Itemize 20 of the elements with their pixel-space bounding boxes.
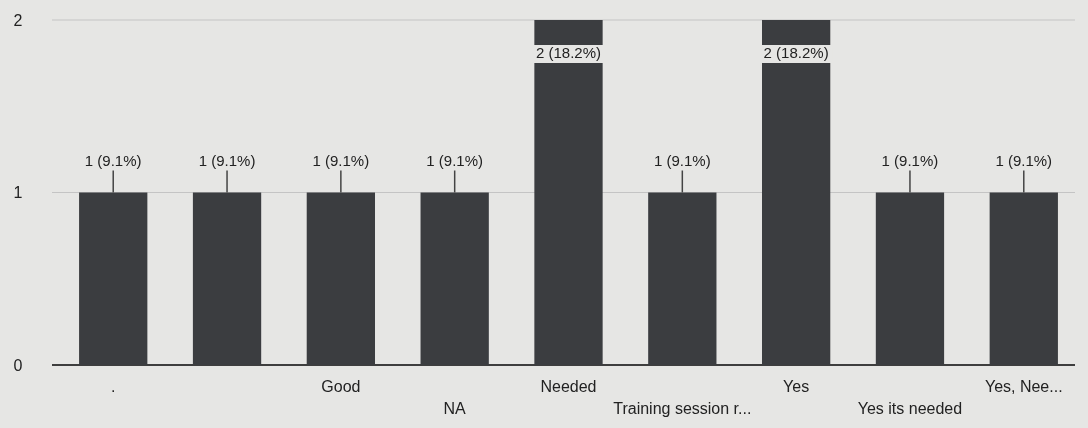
y-tick-label: 2	[13, 11, 23, 29]
x-tick-label: Yes, Nee...	[984, 378, 1063, 395]
x-tick-label: Good	[321, 378, 361, 395]
data-label: 1 (9.1%)	[881, 151, 939, 169]
x-tick-label: Training session r...	[613, 400, 752, 417]
data-label: 2 (18.2%)	[763, 44, 829, 61]
data-label: 1 (9.1%)	[84, 151, 142, 169]
data-label: 1 (9.1%)	[312, 151, 370, 169]
x-tick-label: NA	[443, 400, 467, 417]
data-label: 2 (18.2%)	[535, 44, 602, 61]
data-label: 1 (9.1%)	[653, 151, 711, 169]
x-tick-label: Needed	[540, 378, 597, 395]
y-tick-label: 1	[13, 184, 23, 202]
data-label: 1 (9.1%)	[995, 151, 1053, 169]
y-tick-label: 0	[13, 356, 23, 374]
data-label: 1 (9.1%)	[426, 151, 484, 169]
x-tick-label: Yes	[783, 378, 810, 395]
data-label: 1 (9.1%)	[198, 151, 256, 169]
x-tick-label: Yes its needed	[857, 400, 963, 417]
x-tick-label: .	[110, 378, 116, 395]
